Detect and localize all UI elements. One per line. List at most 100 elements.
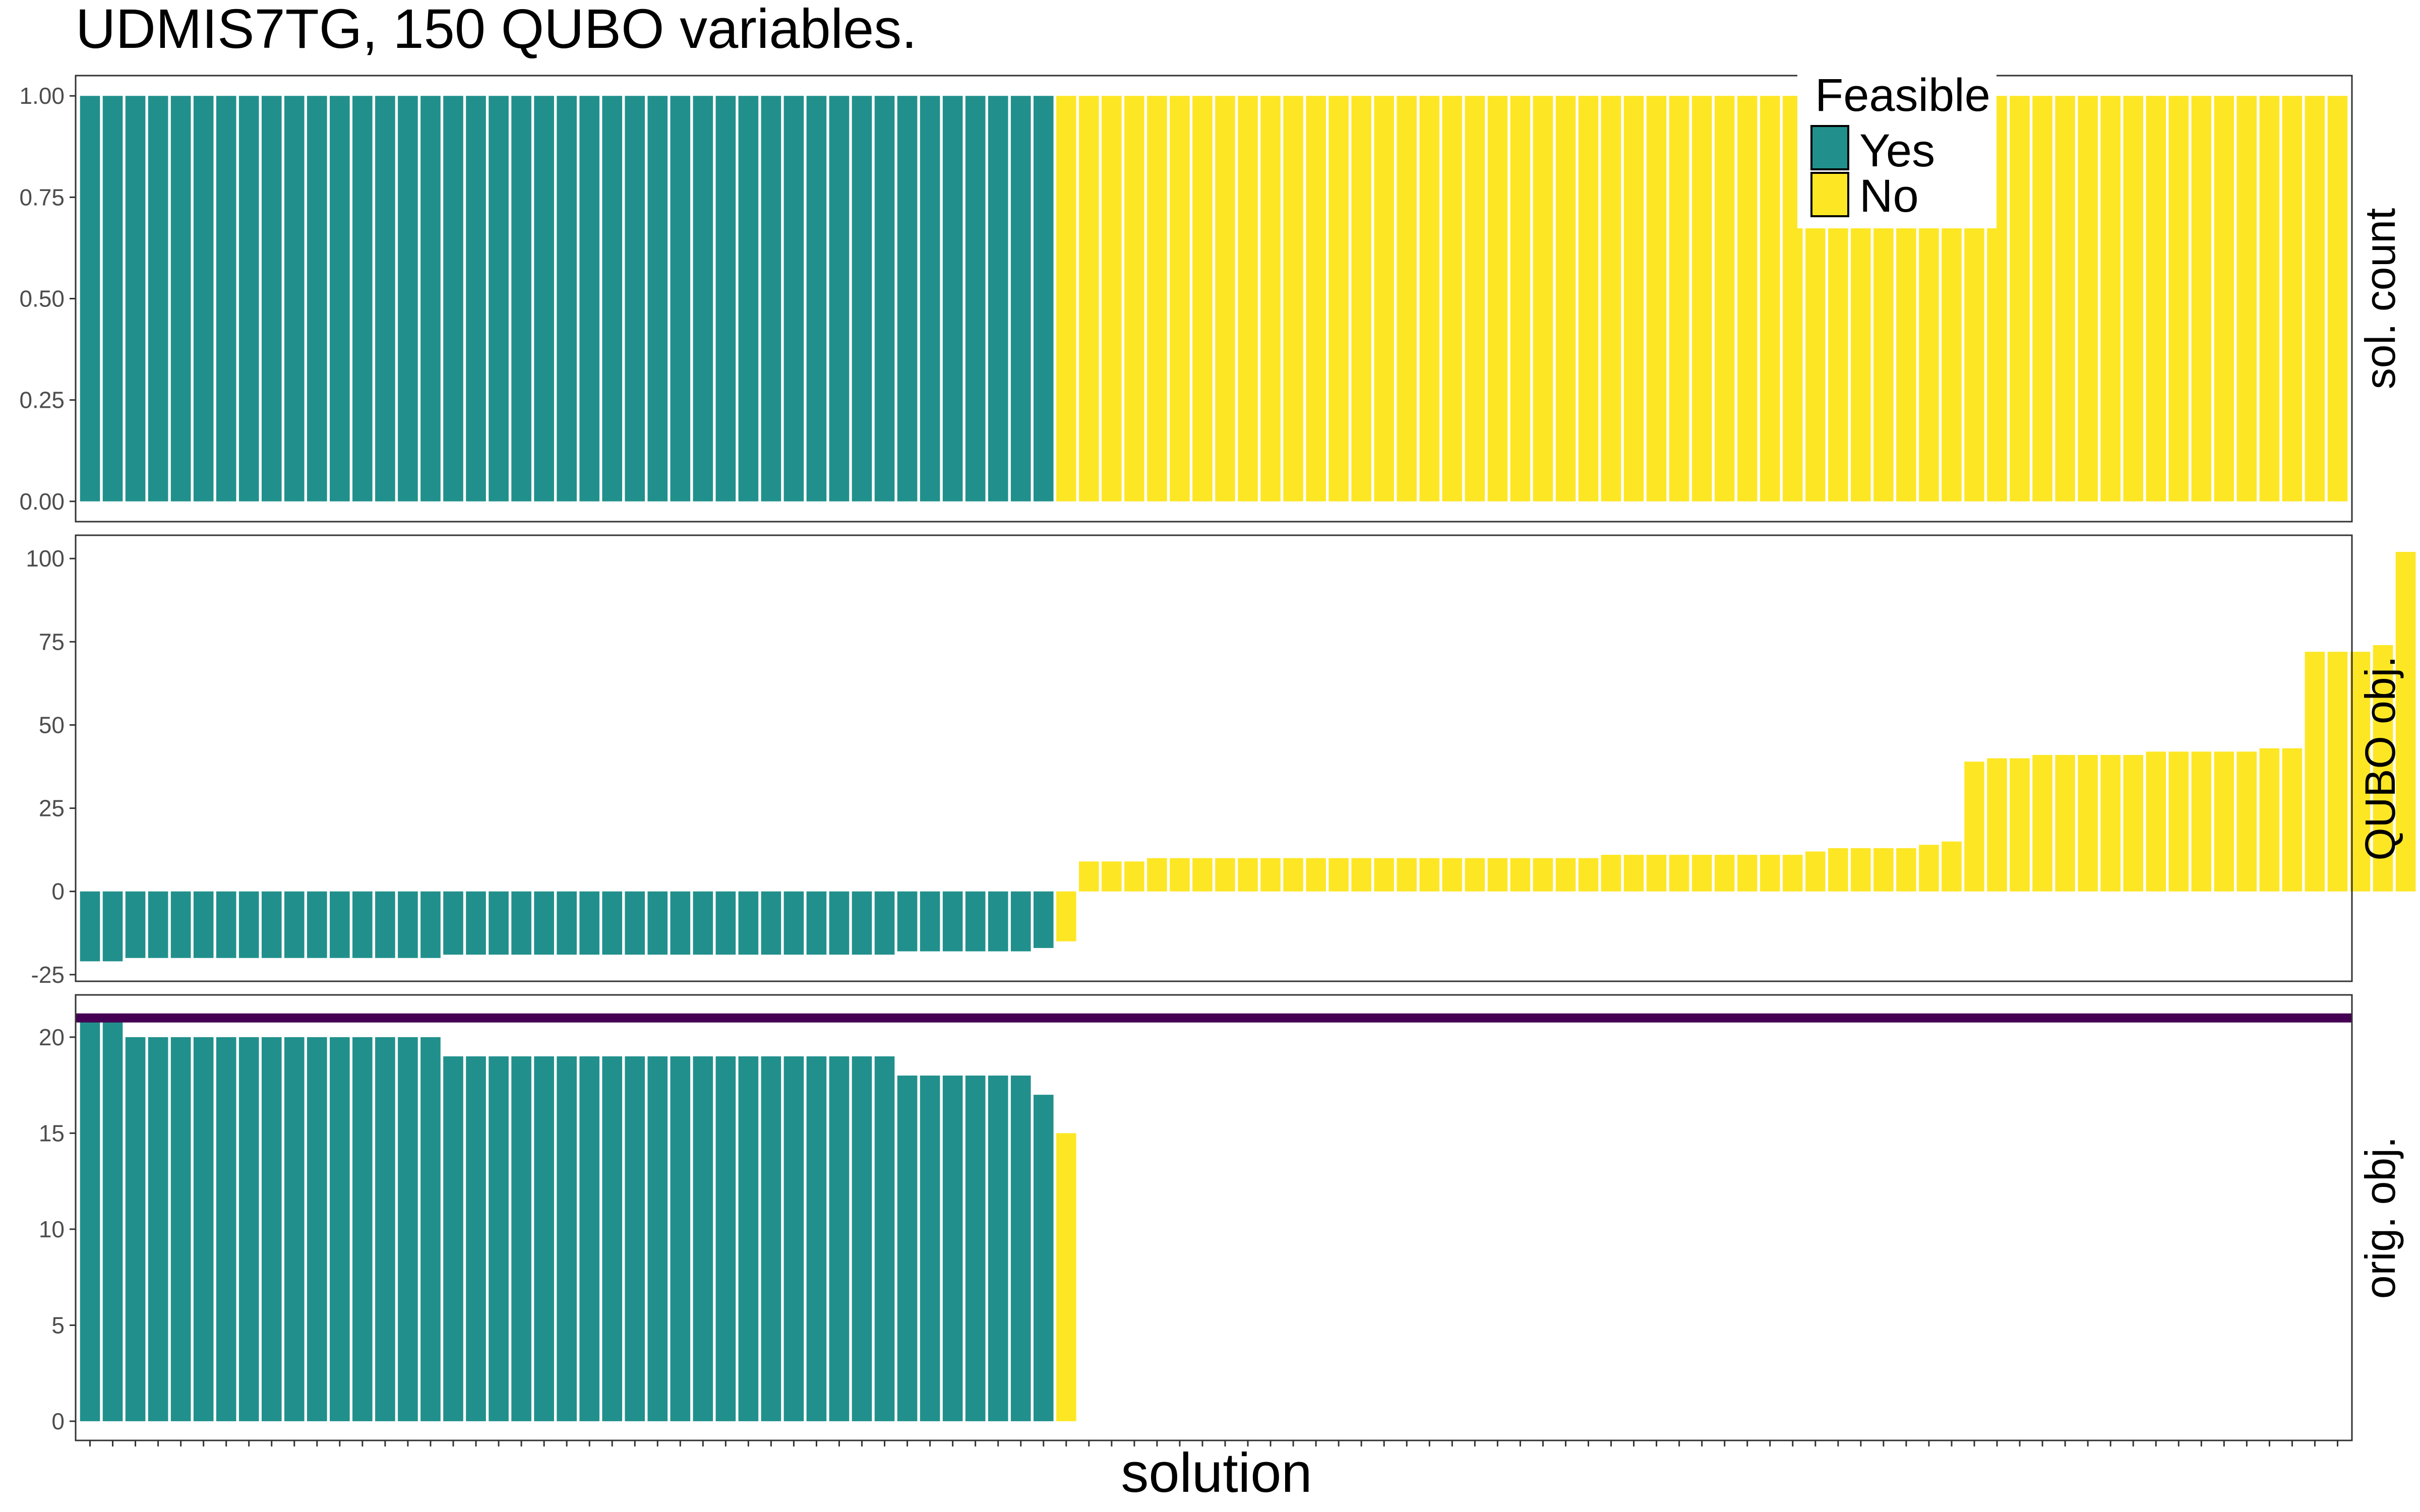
bar [1691, 855, 1712, 892]
bar [1964, 762, 1984, 892]
bar [420, 96, 441, 501]
bar [238, 96, 259, 501]
bar [1873, 848, 1894, 892]
bar [443, 96, 463, 501]
bar [1033, 96, 1054, 501]
y-tick-label: 0 [51, 878, 65, 905]
bar [2214, 96, 2234, 501]
bar [1124, 96, 1144, 501]
bar [806, 891, 827, 955]
bar [2010, 758, 2030, 892]
bar [284, 891, 305, 958]
bar [1079, 861, 1099, 892]
bar [1147, 858, 1167, 892]
bar [102, 1018, 123, 1421]
bar [466, 96, 486, 501]
bar [1919, 845, 1939, 892]
bar [1533, 858, 1553, 892]
bar [261, 96, 282, 501]
y-tick-label: 100 [26, 545, 65, 572]
bar [398, 96, 418, 501]
bar [2055, 754, 2075, 892]
bar [511, 891, 531, 955]
bar [1646, 855, 1667, 892]
bar [874, 891, 895, 955]
bar [2395, 552, 2416, 892]
bar [238, 891, 259, 958]
bar [988, 891, 1008, 952]
bar [466, 1056, 486, 1421]
bar [216, 1037, 236, 1421]
y-tick-label: 0.25 [19, 387, 65, 413]
bar [806, 96, 827, 501]
bar [625, 1056, 645, 1421]
bar [670, 96, 691, 501]
legend-title: Feasible [1815, 70, 1990, 121]
bar [1351, 858, 1372, 892]
bar [738, 96, 759, 501]
bar [2032, 754, 2052, 892]
bar [1192, 96, 1213, 501]
bar [2214, 751, 2234, 892]
bar [715, 891, 736, 955]
y-tick-label: 0.50 [19, 286, 65, 312]
bar [330, 96, 350, 501]
bar [942, 96, 963, 501]
bar [2327, 652, 2348, 892]
y-tick-label: 10 [39, 1216, 65, 1242]
bar [170, 891, 191, 958]
bar [125, 1037, 146, 1421]
bar [1623, 855, 1644, 892]
chart-title: UDMIS7TG, 150 QUBO variables. [76, 0, 917, 60]
bar [1033, 891, 1054, 948]
bar [920, 96, 940, 501]
bar [965, 891, 986, 952]
bar [307, 891, 327, 958]
legend-label-yes: Yes [1859, 125, 1935, 176]
bar [1487, 858, 1508, 892]
bar [852, 96, 872, 501]
bar [375, 891, 395, 958]
bar [647, 891, 668, 955]
bar [307, 96, 327, 501]
bar [1533, 96, 1553, 501]
bar [1351, 96, 1372, 501]
bar [443, 1056, 463, 1421]
bar [1510, 858, 1531, 892]
bar [693, 1056, 713, 1421]
bar [602, 96, 623, 501]
bar [1942, 841, 1962, 892]
bar [783, 891, 804, 955]
bar [1646, 96, 1667, 501]
bar [80, 891, 100, 962]
bar [148, 96, 168, 501]
bar [829, 891, 850, 955]
y-tick-label: 20 [39, 1024, 65, 1050]
bar [1010, 1076, 1031, 1421]
bar [284, 1037, 305, 1421]
bar [2373, 645, 2393, 892]
bar [261, 1037, 282, 1421]
bar [1465, 858, 1485, 892]
bar [1714, 855, 1735, 892]
bar [1896, 848, 1916, 892]
bar [670, 1056, 691, 1421]
bar [1737, 855, 1758, 892]
bar [1283, 96, 1303, 501]
y-tick-label: 15 [39, 1120, 65, 1146]
y-tick-label: 0.00 [19, 488, 65, 515]
bar [2168, 751, 2189, 892]
bar [1102, 96, 1122, 501]
bar [2146, 96, 2166, 501]
bar [715, 96, 736, 501]
bar [1306, 858, 1326, 892]
bar [602, 891, 623, 955]
bar [2350, 652, 2371, 892]
bar [693, 96, 713, 501]
legend-label-no: No [1859, 170, 1919, 222]
bar [2100, 754, 2121, 892]
bar [602, 1056, 623, 1421]
bar [1669, 96, 1689, 501]
